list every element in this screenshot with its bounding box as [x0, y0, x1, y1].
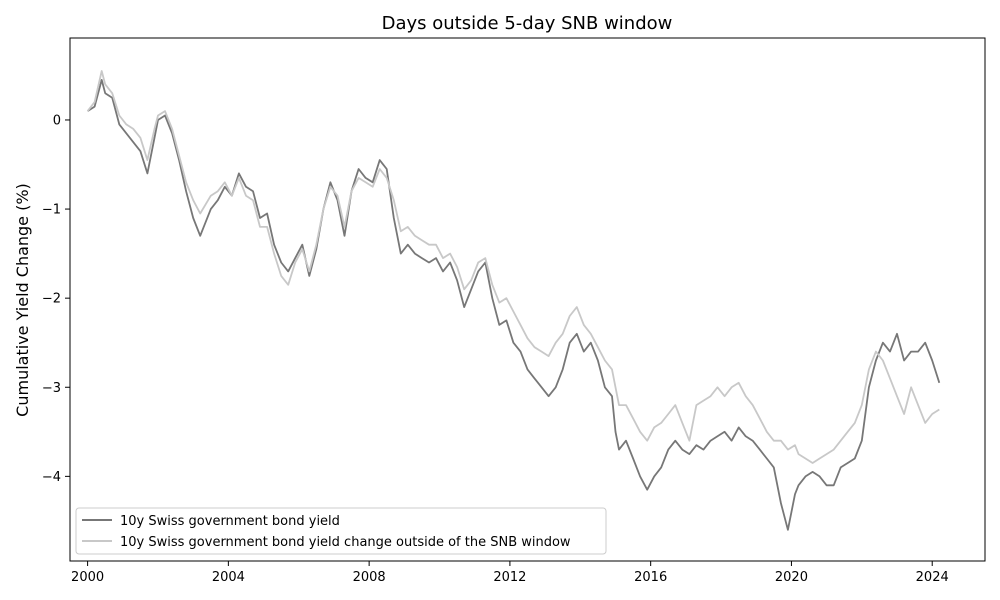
legend-label-series-2: 10y Swiss government bond yield change o… — [120, 535, 571, 550]
y-tick-label: −2 — [42, 292, 61, 307]
x-tick-label: 2008 — [353, 570, 386, 585]
x-tick-label: 2016 — [634, 570, 667, 585]
y-tick-label: −4 — [42, 470, 61, 485]
x-tick-label: 2024 — [916, 570, 949, 585]
legend: 10y Swiss government bond yield 10y Swis… — [75, 507, 607, 555]
x-tick-label: 2012 — [493, 570, 526, 585]
data-lines — [86, 70, 941, 531]
chart-title: Days outside 5-day SNB window — [382, 13, 673, 34]
axis-ticks: 2000 2004 2008 2012 2016 2020 2024 0 −1 −2 −3 −4 — [42, 113, 949, 585]
y-tick-label: 0 — [53, 113, 61, 128]
series-line-1 — [87, 79, 941, 531]
x-tick-label: 2000 — [71, 570, 104, 585]
series-line-2 — [86, 70, 940, 464]
x-tick-label: 2020 — [775, 570, 808, 585]
y-axis-label: Cumulative Yield Change (%) — [13, 183, 32, 417]
legend-box — [75, 507, 607, 555]
plot-frame — [69, 37, 986, 562]
legend-label-series-1: 10y Swiss government bond yield — [120, 514, 340, 529]
x-tick-label: 2004 — [212, 570, 245, 585]
y-tick-label: −3 — [42, 381, 61, 396]
y-tick-label: −1 — [42, 203, 61, 218]
